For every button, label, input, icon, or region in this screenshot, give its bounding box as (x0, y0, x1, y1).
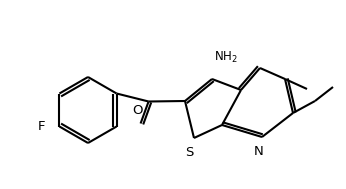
Text: N: N (254, 145, 264, 158)
Text: S: S (185, 146, 193, 159)
Text: NH$_2$: NH$_2$ (214, 50, 238, 65)
Text: F: F (38, 120, 45, 133)
Text: O: O (132, 104, 143, 116)
